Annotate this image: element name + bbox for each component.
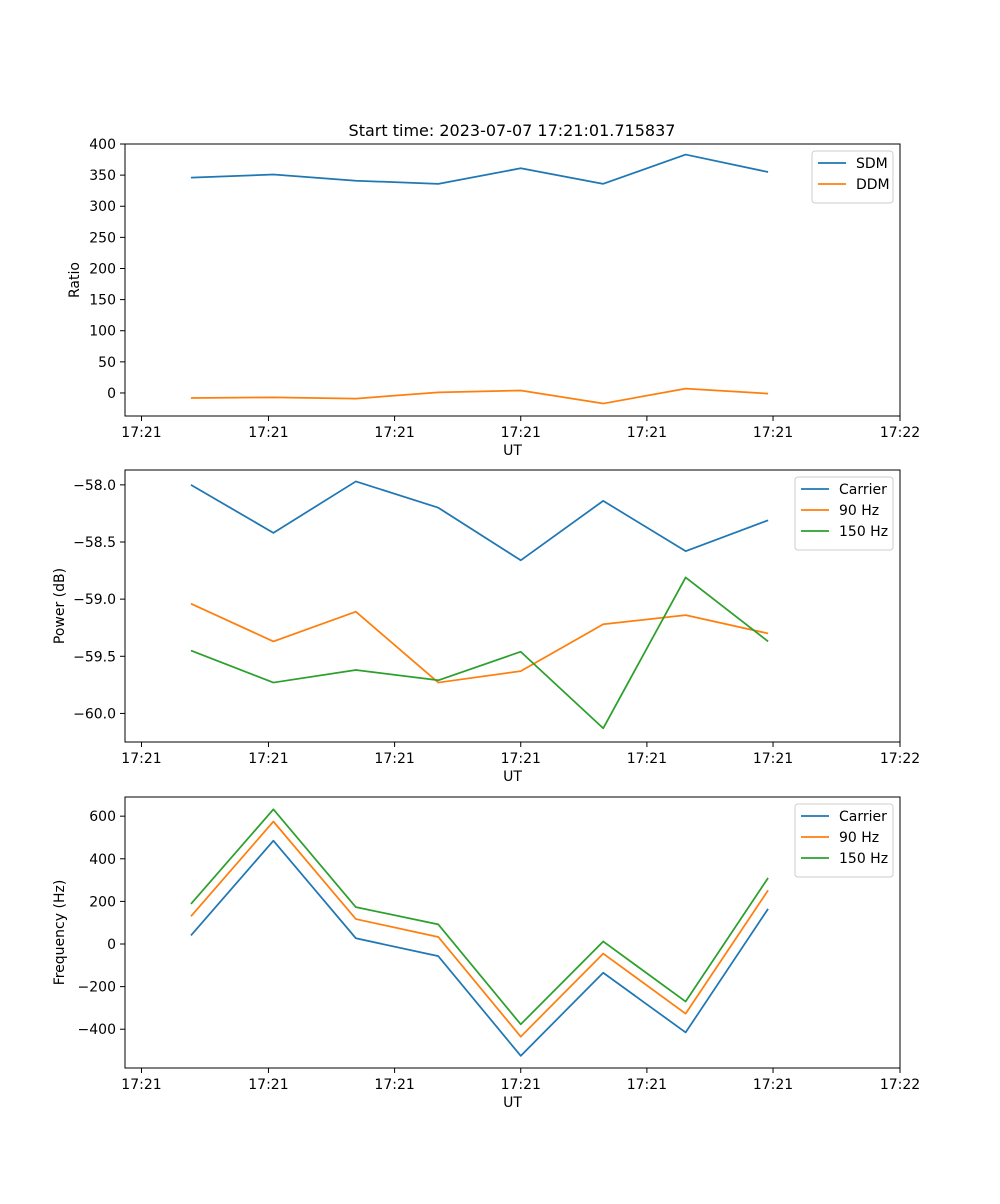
x-tick-label: 17:22 bbox=[880, 425, 920, 441]
series-line-90-hz bbox=[190, 820, 769, 1038]
x-tick-label: 17:21 bbox=[121, 425, 161, 441]
y-axis-label: Frequency (Hz) bbox=[52, 880, 68, 986]
x-tick-label: 17:21 bbox=[121, 1077, 161, 1093]
x-tick-label: 17:21 bbox=[627, 751, 667, 767]
y-tick-label: −58.0 bbox=[73, 478, 116, 494]
y-tick-label: −59.5 bbox=[73, 649, 116, 665]
axes-2: 17:21 17:21 17:21 17:21 17:21 17:21 17:22 −60.0… bbox=[52, 469, 920, 785]
x-tick-label: 17:21 bbox=[627, 425, 667, 441]
x-tick-label: 17:21 bbox=[627, 1077, 667, 1093]
y-tick-label: 0 bbox=[107, 386, 116, 402]
y-tick-label: 200 bbox=[89, 894, 116, 910]
y-tick-label: 150 bbox=[89, 293, 116, 309]
y-tick-label: 0 bbox=[107, 937, 116, 953]
legend-label: Carrier bbox=[839, 482, 887, 498]
x-tick-label: 17:21 bbox=[374, 751, 414, 767]
x-tick-label: 17:21 bbox=[753, 1077, 793, 1093]
series-line-sdm bbox=[190, 153, 769, 185]
series-line-150-hz bbox=[190, 576, 769, 730]
legend-label: Carrier bbox=[839, 809, 887, 825]
y-tick-label: 200 bbox=[89, 261, 116, 277]
y-tick-label: 400 bbox=[89, 852, 116, 868]
series-line-ddm bbox=[190, 387, 769, 405]
x-tick-label: 17:22 bbox=[880, 751, 920, 767]
axes-1: 17:21 17:21 17:21 17:21 17:21 17:21 17:22 0 50 10… bbox=[67, 137, 920, 459]
legend-label: 90 Hz bbox=[839, 503, 879, 519]
legend-label: SDM bbox=[856, 156, 888, 172]
x-tick-label: 17:21 bbox=[501, 1077, 541, 1093]
y-tick-label: −60.0 bbox=[73, 706, 116, 722]
x-tick-label: 17:21 bbox=[248, 1077, 288, 1093]
y-tick-label: −58.5 bbox=[73, 535, 116, 551]
legend: Carrier 90 Hz 150 Hz bbox=[794, 476, 894, 551]
legend: SDM DDM bbox=[811, 150, 894, 204]
x-tick-label: 17:21 bbox=[248, 425, 288, 441]
y-tick-label: 100 bbox=[89, 324, 116, 340]
x-tick-label: 17:21 bbox=[248, 751, 288, 767]
x-tick-label: 17:22 bbox=[880, 1077, 920, 1093]
legend: Carrier 90 Hz 150 Hz bbox=[794, 803, 894, 878]
x-tick-label: 17:21 bbox=[374, 425, 414, 441]
y-tick-label: 600 bbox=[89, 809, 116, 825]
axes-frame bbox=[124, 796, 901, 1069]
x-tick-label: 17:21 bbox=[753, 751, 793, 767]
x-axis-label: UT bbox=[503, 769, 522, 785]
chart-title: Start time: 2023-07-07 17:21:01.715837 bbox=[349, 121, 676, 140]
x-axis-label: UT bbox=[503, 1095, 522, 1111]
legend-label: 90 Hz bbox=[839, 830, 879, 846]
x-tick-label: 17:21 bbox=[374, 1077, 414, 1093]
x-axis-label: UT bbox=[503, 443, 522, 459]
y-axis-label: Ratio bbox=[67, 262, 83, 298]
y-axis-label: Power (dB) bbox=[52, 568, 68, 644]
series-line-90-hz bbox=[190, 602, 769, 684]
y-tick-label: −59.0 bbox=[73, 592, 116, 608]
y-tick-label: 50 bbox=[98, 355, 116, 371]
x-tick-label: 17:21 bbox=[753, 425, 793, 441]
y-tick-label: 350 bbox=[89, 168, 116, 184]
x-tick-label: 17:21 bbox=[501, 751, 541, 767]
x-tick-label: 17:21 bbox=[501, 425, 541, 441]
y-tick-label: 250 bbox=[89, 230, 116, 246]
y-tick-label: −200 bbox=[78, 980, 116, 996]
legend-box bbox=[811, 150, 894, 204]
y-tick-label: 300 bbox=[89, 199, 116, 215]
y-tick-label: 400 bbox=[89, 137, 116, 153]
axes-frame bbox=[124, 469, 901, 743]
legend-label: 150 Hz bbox=[839, 524, 888, 540]
x-tick-label: 17:21 bbox=[121, 751, 161, 767]
legend-label: DDM bbox=[856, 177, 890, 193]
axes-frame bbox=[124, 143, 901, 417]
series-line-carrier bbox=[190, 839, 769, 1057]
series-line-150-hz bbox=[190, 808, 769, 1026]
axes-3: 17:21 17:21 17:21 17:21 17:21 17:21 17:22 −400 −… bbox=[52, 796, 920, 1111]
y-tick-label: −400 bbox=[78, 1022, 116, 1038]
series-line-carrier bbox=[190, 480, 769, 562]
legend-label: 150 Hz bbox=[839, 851, 888, 867]
